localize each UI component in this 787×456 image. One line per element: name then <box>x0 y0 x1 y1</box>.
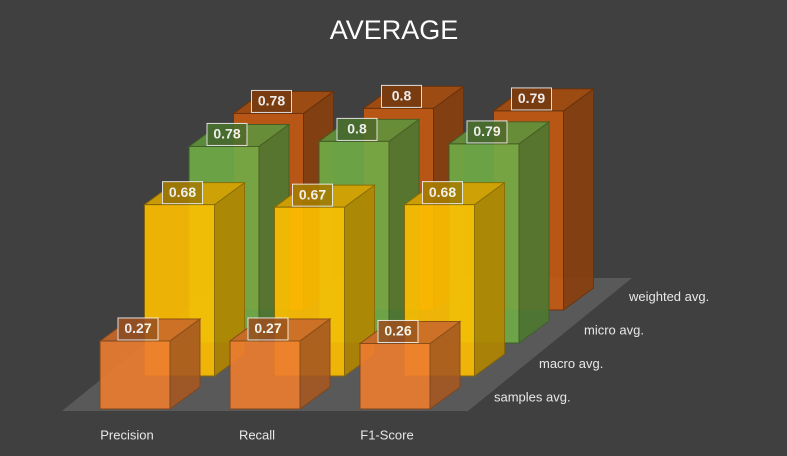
value-label-box <box>422 181 463 205</box>
chart-title: AVERAGE <box>330 15 459 45</box>
bars: 0.78 0.8 0.79 0.78 0.8 0.79 0.68 0.67 0.68 0.27 0.… <box>98 84 596 410</box>
value-label: 0.78 <box>258 93 285 109</box>
legend-label: samples avg. <box>494 389 571 404</box>
value-label-box <box>247 317 289 341</box>
x-tick-label: F1-Score <box>360 427 413 442</box>
bar <box>229 340 301 410</box>
bar-side <box>563 87 594 311</box>
value-label-box <box>381 84 422 108</box>
value-label: 0.27 <box>254 320 281 336</box>
legend-label: micro avg. <box>584 322 644 337</box>
value-label-box <box>466 120 508 144</box>
value-label-box <box>377 319 419 343</box>
value-label-box <box>511 87 552 111</box>
value-label-box <box>117 317 159 341</box>
value-label: 0.78 <box>213 126 240 142</box>
legend-label: macro avg. <box>539 356 603 371</box>
bar-3d: 0.27 <box>228 317 332 410</box>
value-label-box <box>292 183 333 207</box>
value-label-box <box>206 122 248 146</box>
value-label: 0.8 <box>392 88 412 104</box>
bar-3d: 0.26 <box>358 319 462 410</box>
x-tick-label: Precision <box>100 427 153 442</box>
value-label: 0.67 <box>299 186 326 202</box>
value-label: 0.68 <box>169 184 196 200</box>
bar-3d: 0.27 <box>98 317 202 410</box>
bar <box>359 342 431 410</box>
value-label-box <box>336 117 378 141</box>
value-label: 0.8 <box>347 121 367 137</box>
value-label: 0.27 <box>124 320 151 336</box>
value-label: 0.68 <box>429 184 456 200</box>
x-tick-label: Recall <box>239 427 275 442</box>
legend-label: weighted avg. <box>628 289 709 304</box>
bar <box>99 340 171 410</box>
value-label: 0.79 <box>518 90 545 106</box>
bar-side <box>518 120 550 344</box>
bar-side <box>474 181 505 377</box>
value-label-box <box>251 89 292 113</box>
value-label: 0.26 <box>384 323 411 339</box>
value-label: 0.79 <box>473 123 500 139</box>
value-label-box <box>162 181 203 205</box>
